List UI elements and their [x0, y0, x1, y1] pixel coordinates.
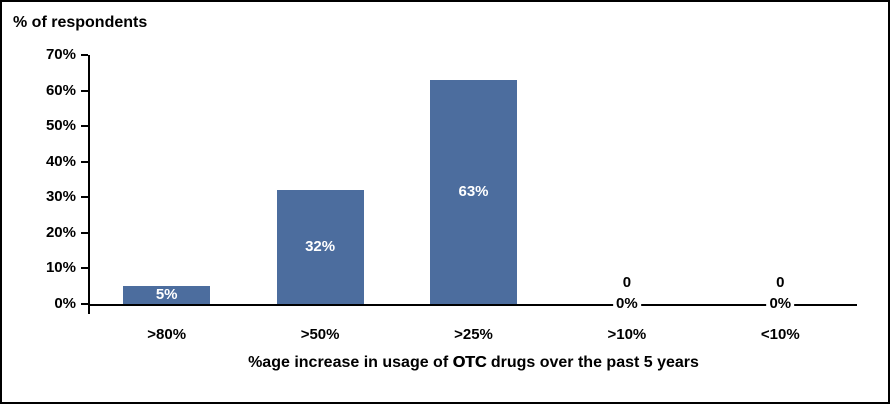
- bar: 32%: [276, 190, 364, 304]
- zero-count-label: 0: [622, 274, 632, 291]
- zero-percent-label: 0%: [613, 295, 641, 313]
- plot-area: %age increase in usage of OTC drugs over…: [46, 46, 857, 371]
- y-axis-tick: [81, 89, 88, 92]
- y-axis-tick: [81, 196, 88, 199]
- y-axis-line: [88, 304, 90, 314]
- bar: 5%: [123, 286, 211, 304]
- chart-title: % of respondents: [13, 14, 148, 31]
- bar-value-label: 63%: [458, 182, 489, 200]
- y-tick-label: 60%: [45, 81, 76, 99]
- y-tick-label: 30%: [45, 188, 76, 206]
- x-category-label: >10%: [607, 326, 647, 343]
- x-category-label: >25%: [454, 326, 493, 343]
- y-tick-label: 70%: [45, 46, 76, 63]
- x-axis-title: %age increase in usage of OTC drugs over…: [90, 353, 857, 373]
- x-category-label: >80%: [147, 326, 187, 343]
- y-tick-label: 50%: [45, 117, 76, 135]
- x-category-label: <10%: [760, 326, 800, 343]
- y-axis-tick: [81, 160, 88, 163]
- y-axis-tick: [81, 125, 88, 128]
- x-axis-title-text: %age increase in usage of: [248, 354, 453, 371]
- y-axis-tick: [81, 303, 88, 305]
- y-axis-tick: [81, 267, 88, 270]
- zero-count-label: 0: [776, 274, 785, 291]
- x-axis-title-text: drugs over the past 5 years: [486, 354, 699, 371]
- bar: 63%: [430, 79, 517, 304]
- y-axis-tick: [81, 54, 88, 56]
- y-tick-label: 40%: [45, 152, 76, 170]
- bar-value-label: 5%: [155, 286, 178, 304]
- y-tick-label: 0%: [54, 295, 76, 312]
- bar-value-label: 32%: [305, 238, 336, 256]
- x-category-label: >50%: [300, 326, 340, 343]
- y-tick-label: 10%: [45, 259, 76, 277]
- zero-percent-label: 0%: [766, 295, 795, 313]
- x-axis-title-emphasis: OTC: [452, 354, 487, 371]
- y-axis-tick: [81, 231, 88, 234]
- y-tick-label: 20%: [45, 223, 76, 241]
